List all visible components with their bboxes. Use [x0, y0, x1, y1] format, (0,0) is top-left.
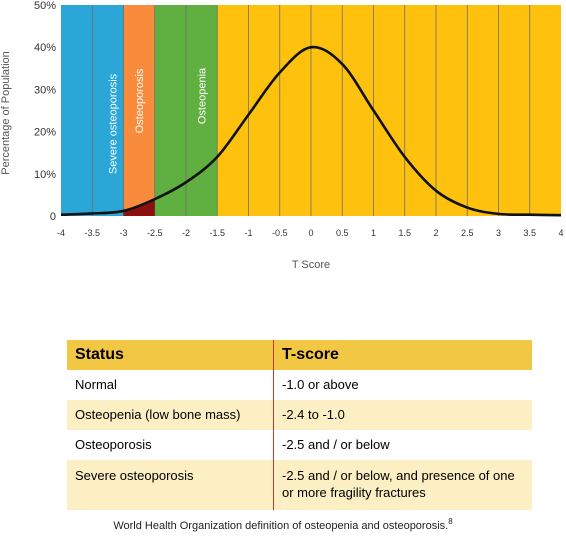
- header-t-score: T-score: [273, 340, 532, 370]
- x-tick-label: 3.5: [523, 228, 536, 238]
- table-row: Osteopenia (low bone mass) -2.4 to -1.0: [67, 400, 532, 430]
- x-tick-label: -1.5: [209, 228, 225, 238]
- t-score-cell: -1.0 or above: [282, 377, 359, 392]
- y-tick-label: 30%: [34, 84, 56, 96]
- band-labels: Severe osteoporosis Osteoporosis Osteopeni…: [107, 67, 208, 174]
- table-row: Severe osteoporosis -2.5 and / or below,…: [67, 460, 532, 510]
- osteoporosis-status-table: Status T-score Normal -1.0 or above Oste…: [67, 340, 532, 510]
- x-tick-label: 3: [496, 228, 501, 238]
- figure-caption: World Health Organization definition of …: [0, 517, 566, 532]
- table-row: Osteoporosis -2.5 and / or below: [67, 430, 532, 460]
- band-label: Osteopenia: [197, 67, 209, 124]
- chart-bands: [61, 5, 561, 216]
- y-tick-label: 0: [50, 211, 56, 223]
- distribution-curve: [60, 45, 562, 217]
- y-tick-label: 20%: [34, 127, 56, 139]
- x-tick-label: -3: [119, 228, 127, 238]
- band-label: Severe osteoporosis: [107, 73, 119, 174]
- status-cell: Osteopenia (low bone mass): [67, 400, 274, 430]
- x-axis-label: T Score: [292, 259, 330, 271]
- header-status: Status: [67, 340, 274, 370]
- x-tick-label: 2.5: [461, 228, 474, 238]
- band-1: [123, 5, 155, 216]
- x-tick-label: -3.5: [84, 228, 100, 238]
- band-3: [217, 5, 561, 216]
- status-cell: Osteoporosis: [67, 430, 274, 460]
- t-score-cell: -2.5 and / or below, and presence of one…: [273, 460, 532, 510]
- table-row: Normal -1.0 or above: [67, 370, 532, 400]
- y-tick-label: 40%: [34, 42, 56, 54]
- x-tick-label: 1.5: [398, 228, 411, 238]
- x-tick-label: 4: [558, 228, 563, 238]
- x-tick-label: 0: [308, 228, 313, 238]
- t-score-text: -2.5 and / or below, and presence of one…: [282, 468, 515, 500]
- x-tick-label: -2.5: [147, 228, 163, 238]
- x-tick-label: 0.5: [336, 228, 349, 238]
- y-axis-label: Percentage of Population: [0, 51, 12, 175]
- x-axis-ticks: -4 -3.5 -3 -2.5 -2 -1.5 -1 -0.5 0 0.5 1 1.5 2 2.5 3 3.5…: [57, 228, 564, 238]
- curve-line: [60, 45, 562, 217]
- x-tick-label: -1: [244, 228, 252, 238]
- chart-gridlines: [91, 5, 531, 216]
- x-tick-label: 2: [433, 228, 438, 238]
- x-tick-label: -2: [182, 228, 190, 238]
- y-tick-label: 10%: [34, 169, 56, 181]
- t-score-chart: -4 -3.5 -3 -2.5 -2 -1.5 -1 -0.5 0 0.5 1 1.5 2 2.5 3 3.5…: [0, 0, 564, 271]
- t-score-cell: -2.5 and / or below: [282, 437, 390, 452]
- x-tick-label: 1: [371, 228, 376, 238]
- x-tick-label: -4: [57, 228, 65, 238]
- band-label: Osteoporosis: [134, 68, 146, 133]
- status-cell: Normal: [67, 370, 274, 400]
- status-cell: Severe osteoporosis: [67, 460, 274, 510]
- y-tick-label: 50%: [34, 0, 56, 12]
- caption-text: World Health Organization definition of …: [113, 520, 449, 532]
- x-tick-label: -0.5: [272, 228, 288, 238]
- status-text: Severe osteoporosis: [75, 468, 194, 483]
- t-score-cell: -2.4 to -1.0: [273, 400, 532, 430]
- y-axis-ticks: 0 10% 20% 30% 40% 50%: [34, 0, 56, 223]
- caption-reference: 8: [448, 517, 453, 526]
